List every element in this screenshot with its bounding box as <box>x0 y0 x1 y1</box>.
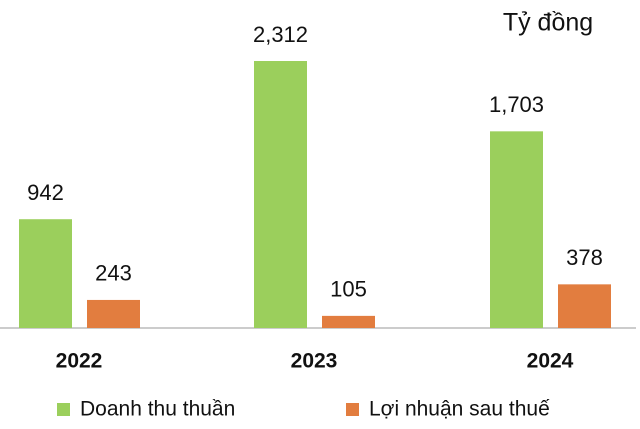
bar <box>87 299 140 328</box>
bar <box>322 315 375 328</box>
unit-label: Tỷ đồng <box>503 9 593 37</box>
data-label: 378 <box>566 245 603 270</box>
data-label: 243 <box>95 261 132 286</box>
data-label: 942 <box>27 180 64 205</box>
x-tick-label: 2024 <box>527 350 574 373</box>
data-label: 1,703 <box>489 92 544 117</box>
x-tick-label: 2023 <box>291 350 338 373</box>
bar <box>558 284 611 328</box>
bar <box>254 61 307 328</box>
x-tick-label: 2022 <box>56 350 103 373</box>
data-label: 2,312 <box>253 22 308 47</box>
legend-label: Doanh thu thuần <box>80 398 235 421</box>
legend-swatch <box>57 403 70 416</box>
bar <box>19 219 72 328</box>
data-label: 105 <box>330 277 367 302</box>
legend-label: Lợi nhuận sau thuế <box>369 398 550 421</box>
bar <box>490 131 543 328</box>
legend-swatch <box>346 403 359 416</box>
